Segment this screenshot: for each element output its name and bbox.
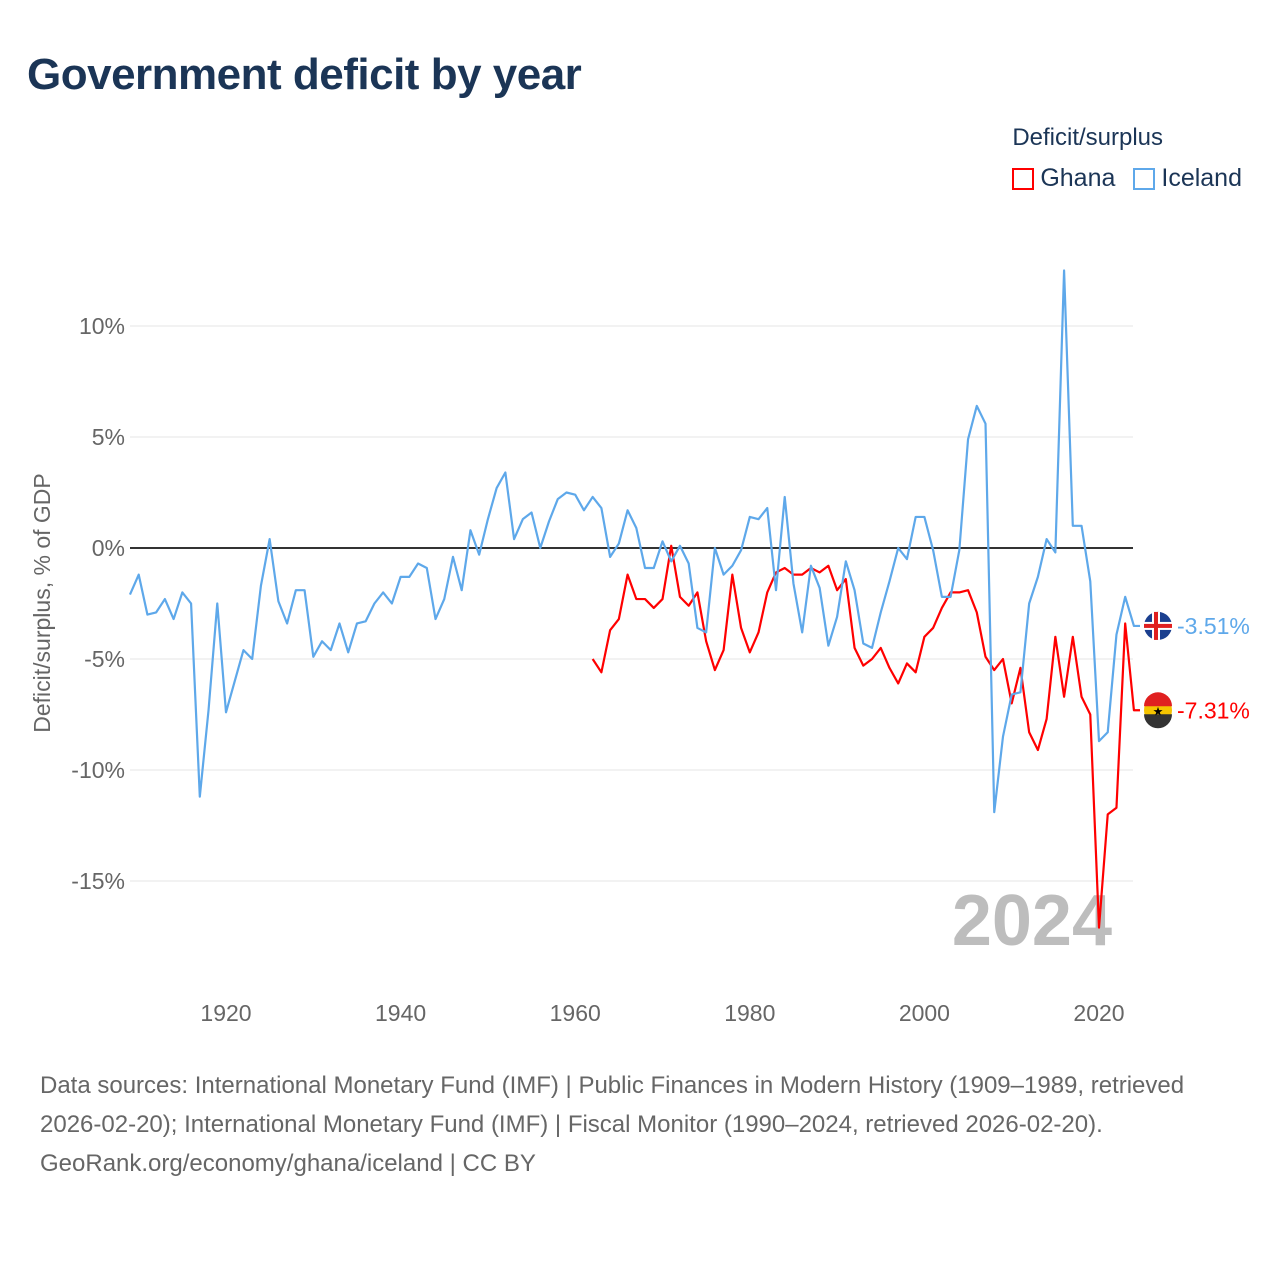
legend-item-iceland[interactable]: Iceland xyxy=(1133,164,1242,193)
x-tick-label: 2020 xyxy=(1073,1000,1124,1026)
y-axis-label: Deficit/surplus, % of GDP xyxy=(29,473,55,732)
chart-title: Government deficit by year xyxy=(27,50,582,99)
x-tick-label: 1960 xyxy=(550,1000,601,1026)
y-tick-label: -15% xyxy=(71,868,125,894)
data-sources: Data sources: International Monetary Fun… xyxy=(40,1072,1185,1138)
year-watermark: 2024 xyxy=(952,881,1112,961)
x-tick-label: 1980 xyxy=(724,1000,775,1026)
chart-area: 2024 10% 5% 0% -5% -10% -15% 1920 1940 1960 1980 20… xyxy=(29,269,1250,1026)
x-tick-label: 1920 xyxy=(200,1000,251,1026)
y-tick-label: 10% xyxy=(79,313,125,339)
y-tick-label: 0% xyxy=(92,535,125,561)
ghana-flag-red xyxy=(1144,692,1172,707)
ghana-flag-green xyxy=(1144,714,1172,729)
end-label-iceland: -3.51% xyxy=(1177,613,1250,639)
legend-item-ghana[interactable]: Ghana xyxy=(1012,164,1115,193)
legend-title: Deficit/surplus xyxy=(1012,124,1164,151)
legend-swatch-iceland xyxy=(1133,167,1156,190)
legend: Deficit/surplus Ghana Iceland xyxy=(1012,124,1242,193)
legend-swatch-ghana xyxy=(1012,167,1035,190)
x-tick-label: 1940 xyxy=(375,1000,426,1026)
series-line-iceland xyxy=(128,269,1140,814)
iceland-flag-cross xyxy=(1154,611,1158,640)
x-tick-label: 2000 xyxy=(899,1000,950,1026)
end-label-ghana: -7.31% xyxy=(1177,697,1250,723)
y-tick-label: -10% xyxy=(71,757,125,783)
series-line-ghana xyxy=(591,544,1140,929)
y-tick-label: 5% xyxy=(92,424,125,450)
legend-label-ghana: Ghana xyxy=(1040,164,1116,192)
y-tick-label: -5% xyxy=(84,646,125,672)
footer: Data sources: International Monetary Fun… xyxy=(40,1066,1240,1183)
credit-link[interactable]: GeoRank.org/economy/ghana/iceland | CC B… xyxy=(40,1150,536,1177)
ghana-flag-star: ★ xyxy=(1153,704,1164,718)
legend-label-iceland: Iceland xyxy=(1161,164,1242,192)
